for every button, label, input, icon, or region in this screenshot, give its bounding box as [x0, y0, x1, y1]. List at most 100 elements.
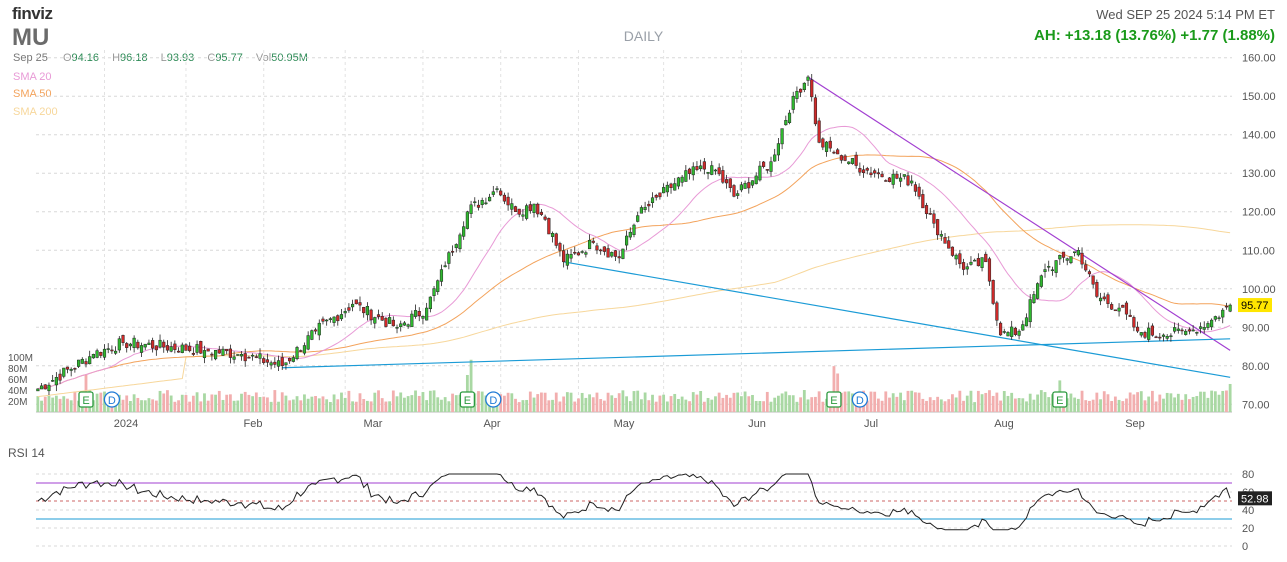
rsi-tick-label: 80	[1242, 469, 1254, 481]
volume-bar	[129, 401, 132, 412]
candle	[1202, 321, 1206, 334]
candle-body	[658, 192, 662, 198]
candle	[728, 178, 732, 193]
candle	[543, 214, 547, 222]
candle	[1198, 322, 1203, 334]
candle-body	[713, 169, 718, 172]
volume-bar	[1076, 398, 1080, 412]
volume-bar	[1121, 401, 1125, 412]
volume-bar	[1221, 390, 1225, 412]
volume-bar	[469, 359, 473, 412]
candle-body	[1158, 336, 1162, 339]
candle	[354, 299, 358, 305]
volume-bar	[821, 401, 825, 412]
sma20-line	[37, 125, 1231, 390]
candle-body	[491, 191, 495, 195]
volume-bar	[984, 392, 988, 412]
candle	[506, 192, 510, 211]
candle	[421, 315, 425, 325]
candle	[954, 253, 958, 266]
volume-bar	[347, 390, 351, 412]
candle	[280, 352, 284, 371]
volume-bar	[554, 392, 558, 412]
volume-bar	[610, 395, 614, 412]
candle-body	[1065, 258, 1069, 261]
candle-body	[302, 345, 307, 354]
candle-body	[1184, 330, 1188, 335]
candle-body	[954, 254, 958, 260]
candle-body	[754, 175, 758, 185]
volume-bar	[602, 400, 606, 412]
candle	[191, 347, 195, 356]
volume-bar	[99, 392, 103, 412]
candle	[565, 249, 569, 270]
candle-body	[724, 179, 729, 184]
volume-bar	[591, 397, 595, 412]
timeframe-label[interactable]: DAILY	[623, 28, 664, 44]
candle	[302, 342, 307, 356]
candle-body	[869, 172, 873, 176]
candle	[647, 200, 651, 212]
volume-bar	[514, 398, 517, 412]
candle	[876, 168, 880, 179]
candle-body	[221, 348, 225, 356]
candle-body	[721, 170, 725, 183]
candle-body	[602, 246, 606, 252]
candle	[713, 168, 718, 175]
candle	[1010, 320, 1014, 340]
volume-bar	[258, 397, 262, 412]
candle	[62, 367, 66, 379]
volume-bar	[1013, 398, 1017, 412]
volume-bar	[143, 400, 147, 412]
volume-bar	[1017, 398, 1021, 412]
candle	[188, 342, 192, 353]
candle	[99, 351, 103, 359]
candle	[162, 339, 166, 353]
volume-bar	[721, 397, 725, 412]
candle	[902, 174, 906, 180]
candle	[102, 344, 107, 361]
volume-bar	[765, 391, 769, 412]
candle-body	[432, 288, 436, 296]
candle-body	[617, 256, 621, 259]
candle	[380, 312, 384, 321]
volume-bar	[1125, 398, 1128, 412]
candle-body	[1080, 252, 1084, 265]
candle	[1110, 302, 1114, 310]
candle	[225, 348, 229, 355]
volume-bar	[43, 396, 47, 412]
candle	[980, 257, 984, 272]
price-tick-label: 140.00	[1242, 130, 1276, 142]
candle-body	[269, 362, 273, 366]
candle-body	[591, 240, 595, 243]
candle-body	[843, 155, 847, 161]
candle-body	[1224, 305, 1229, 308]
volume-bar	[995, 392, 999, 412]
x-axis-label: 2024	[114, 418, 138, 430]
candle-body	[139, 345, 144, 353]
candle	[1069, 256, 1073, 265]
volume-bar	[684, 399, 688, 412]
candle	[584, 250, 588, 258]
candle-body	[1128, 314, 1132, 317]
finviz-logo[interactable]: finviz	[12, 4, 53, 23]
dividend-label: D	[489, 395, 497, 407]
candle	[306, 331, 310, 351]
candle-body	[199, 341, 203, 354]
volume-bar	[884, 391, 888, 412]
candle-body	[210, 353, 214, 356]
volume-bar	[547, 400, 551, 412]
volume-bar	[914, 392, 917, 412]
candle	[1132, 315, 1136, 332]
volume-bar	[154, 400, 158, 412]
volume-bar	[1080, 390, 1084, 412]
candle	[1158, 332, 1162, 341]
volume-bar	[1217, 394, 1221, 412]
trendline-purple	[807, 76, 1231, 351]
volume-bar	[277, 401, 280, 412]
candle	[391, 316, 395, 327]
candle	[591, 237, 595, 245]
candle	[269, 360, 273, 370]
candle	[976, 253, 980, 267]
